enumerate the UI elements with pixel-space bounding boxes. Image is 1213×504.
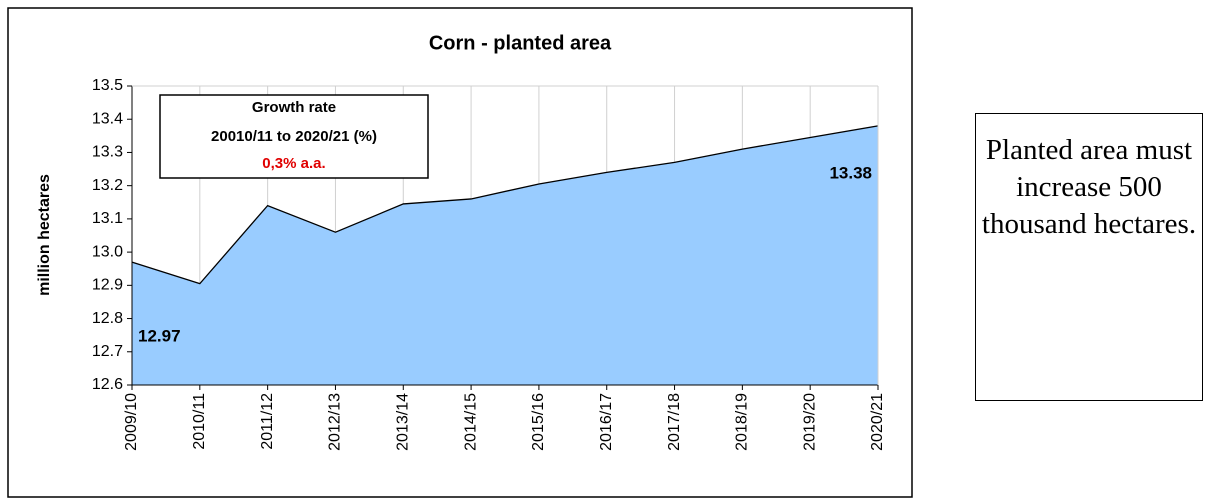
y-tick-label: 12.6 <box>92 376 123 393</box>
area <box>132 125 878 385</box>
x-tick-label: 2018/19 <box>734 393 751 451</box>
y-tick-label: 13.3 <box>92 144 123 161</box>
side-note: Planted area must increase 500 thousand … <box>975 113 1203 401</box>
x-tick-label: 2013/14 <box>394 393 411 451</box>
y-tick-label: 13.4 <box>92 110 123 127</box>
x-tick-label: 2015/16 <box>530 393 547 451</box>
annotation-text: Growth rate <box>252 99 336 116</box>
y-axis-label: million hectares <box>36 174 53 296</box>
x-tick-label: 2010/11 <box>191 393 208 450</box>
x-tick-label: 2009/10 <box>123 393 140 451</box>
y-tick-label: 12.8 <box>92 310 123 327</box>
x-tick-label: 2020/21 <box>869 393 886 451</box>
y-tick-label: 13.1 <box>92 210 123 227</box>
y-tick-label: 12.9 <box>92 277 123 294</box>
x-tick-label: 2016/17 <box>598 393 615 451</box>
y-tick-label: 13.2 <box>92 177 123 194</box>
value-label: 13.38 <box>829 163 872 182</box>
x-tick-label: 2014/15 <box>462 393 479 451</box>
chart: Corn - planted area million hectares 12.… <box>7 7 913 498</box>
y-tick-label: 13.0 <box>92 243 123 260</box>
value-label: 12.97 <box>138 327 181 346</box>
x-tick-label: 2017/18 <box>666 393 683 451</box>
y-tick-label: 12.7 <box>92 343 123 360</box>
y-tick-label: 13.5 <box>92 77 123 94</box>
x-tick-label: 2011/12 <box>259 393 276 450</box>
chart-title: Corn - planted area <box>429 32 612 54</box>
annotation-box <box>159 94 429 179</box>
x-tick-label: 2019/20 <box>801 393 818 451</box>
annotation-text: 0,3% a.a. <box>262 155 325 172</box>
area-line <box>131 125 879 285</box>
annotation-text: 20010/11 to 2020/21 (%) <box>211 128 377 145</box>
x-tick-label: 2012/13 <box>327 393 344 451</box>
